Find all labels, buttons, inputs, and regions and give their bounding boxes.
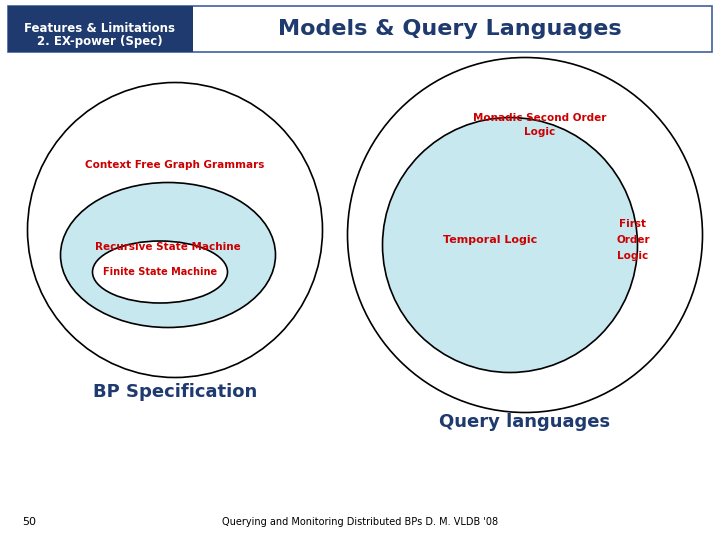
Text: Query languages: Query languages [439,413,611,431]
Ellipse shape [27,83,323,377]
Ellipse shape [60,183,276,327]
Text: Temporal Logic: Temporal Logic [443,235,537,245]
Ellipse shape [92,241,228,303]
Ellipse shape [348,57,703,413]
Text: Monadic Second Order
Logic: Monadic Second Order Logic [473,113,607,137]
Bar [8,6,193,52]
Text: First
Order
Logic: First Order Logic [616,219,650,261]
Text: Models & Query Languages: Models & Query Languages [278,19,622,39]
Text: BP Specification: BP Specification [93,383,257,401]
Text: Querying and Monitoring Distributed BPs D. M. VLDB '08: Querying and Monitoring Distributed BPs … [222,517,498,527]
Bar [8,6,712,52]
Text: 2. EX-power (Spec): 2. EX-power (Spec) [37,35,163,48]
Text: Context Free Graph Grammars: Context Free Graph Grammars [85,160,265,170]
Text: Recursive State Machine: Recursive State Machine [95,242,241,252]
Ellipse shape [382,118,637,373]
Text: Features & Limitations: Features & Limitations [24,22,176,35]
Text: Finite State Machine: Finite State Machine [103,267,217,277]
Text: 50: 50 [22,517,36,527]
